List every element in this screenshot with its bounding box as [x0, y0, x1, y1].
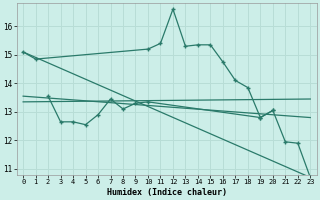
X-axis label: Humidex (Indice chaleur): Humidex (Indice chaleur) — [107, 188, 227, 197]
